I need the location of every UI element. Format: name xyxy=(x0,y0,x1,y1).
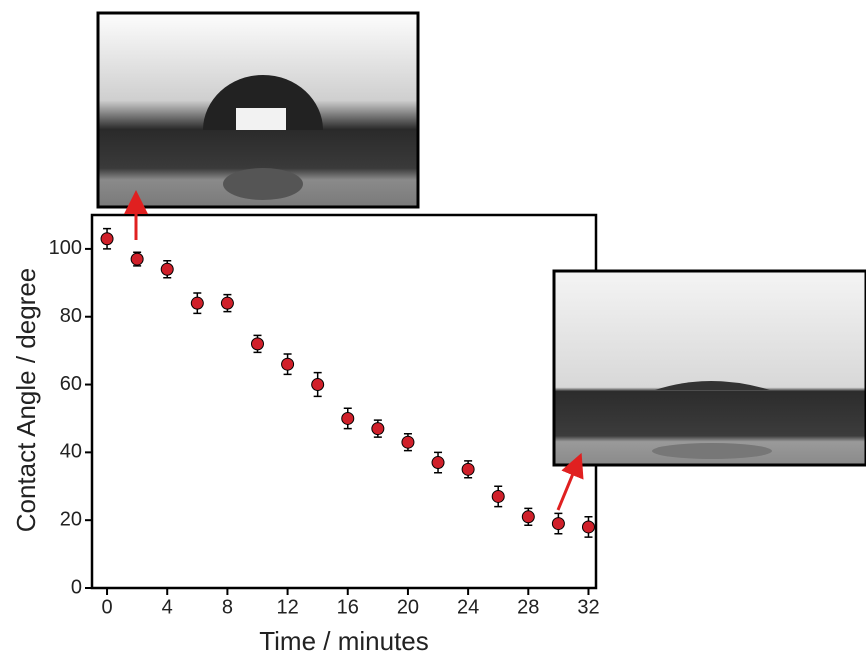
y-tick-label: 100 xyxy=(49,237,82,259)
y-tick-label: 0 xyxy=(71,576,82,598)
point xyxy=(160,262,174,276)
x-tick-label: 24 xyxy=(457,596,479,618)
x-tick-label: 4 xyxy=(162,596,173,618)
point xyxy=(190,296,204,310)
point xyxy=(100,232,114,246)
point xyxy=(250,337,264,351)
point xyxy=(551,517,565,531)
x-tick-label: 0 xyxy=(101,596,112,618)
point xyxy=(281,357,295,371)
point xyxy=(521,510,535,524)
point xyxy=(431,456,445,470)
y-tick-label: 40 xyxy=(60,441,82,463)
y-tick-label: 20 xyxy=(60,508,82,530)
point xyxy=(461,462,475,476)
x-tick-label: 16 xyxy=(337,596,359,618)
inset-image-initial xyxy=(96,11,420,209)
y-tick-label: 60 xyxy=(60,373,82,395)
point xyxy=(130,252,144,266)
arrow xyxy=(556,452,584,511)
point xyxy=(341,411,355,425)
x-tick-label: 28 xyxy=(517,596,539,618)
point xyxy=(401,435,415,449)
x-axis-label: Time / minutes xyxy=(259,626,429,656)
y-axis-label: Contact Angle / degree xyxy=(11,268,41,533)
y-tick-label: 80 xyxy=(60,305,82,327)
point xyxy=(311,378,325,392)
x-tick-label: 8 xyxy=(222,596,233,618)
inset-image-final xyxy=(552,269,866,467)
x-tick-label: 12 xyxy=(276,596,298,618)
point xyxy=(581,520,595,534)
point xyxy=(220,296,234,310)
point xyxy=(371,422,385,436)
point xyxy=(491,489,505,503)
x-tick-label: 20 xyxy=(397,596,419,618)
x-tick-label: 32 xyxy=(577,596,599,618)
